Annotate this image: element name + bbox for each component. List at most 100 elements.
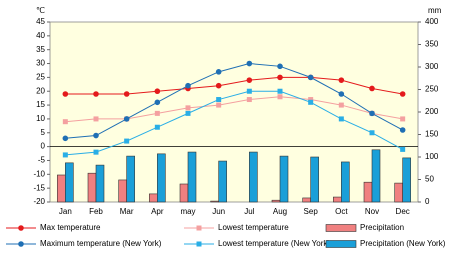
marker: [400, 116, 406, 122]
y2-tick-label: 50: [425, 175, 434, 184]
legend-label: Lowest temperature: [218, 223, 289, 232]
marker: [93, 116, 99, 122]
bar: [310, 156, 319, 203]
legend-swatch: [325, 224, 357, 232]
bar: [302, 197, 311, 203]
marker: [62, 91, 69, 97]
marker: [154, 99, 161, 106]
x-tick-label: Mar: [120, 207, 134, 216]
legend-label: Lowest temperature (New York): [218, 239, 330, 248]
bar: [371, 149, 381, 203]
bar: [249, 151, 258, 203]
y-tick-label: 15: [36, 100, 45, 109]
bar: [210, 200, 219, 203]
marker: [277, 74, 283, 81]
marker: [154, 124, 160, 130]
legend-label: Max temperature: [40, 223, 101, 232]
bar: [394, 182, 403, 203]
marker: [216, 102, 222, 108]
marker: [308, 97, 314, 103]
bar: [271, 199, 281, 203]
y2-tick-label: 300: [425, 62, 439, 71]
y-tick-label: -5: [38, 156, 46, 165]
x-tick-label: Jul: [244, 207, 254, 216]
bar: [157, 153, 166, 203]
legend-marker: [18, 241, 24, 247]
marker: [185, 105, 191, 111]
y-tick-label: 0: [41, 142, 46, 151]
y-tick-label: -15: [33, 183, 45, 192]
marker: [216, 97, 222, 103]
y2-tick-label: 0: [425, 197, 430, 206]
x-tick-label: Apr: [151, 207, 164, 216]
marker: [307, 74, 314, 81]
bar: [279, 155, 289, 203]
marker: [338, 116, 344, 122]
marker: [185, 82, 191, 89]
legend-swatch: [325, 240, 357, 248]
marker: [123, 116, 130, 122]
marker: [338, 77, 345, 83]
y2-tick-label: 350: [425, 40, 439, 49]
marker: [93, 149, 99, 155]
legend-marker: [196, 241, 202, 247]
marker: [246, 77, 253, 83]
marker: [154, 110, 160, 116]
marker: [369, 110, 375, 117]
marker: [62, 119, 68, 125]
marker: [124, 138, 130, 144]
marker: [369, 130, 375, 136]
marker: [399, 127, 406, 133]
marker: [215, 82, 222, 89]
y-axis-label: ℃: [36, 6, 45, 15]
legend-label: Precipitation: [360, 223, 404, 232]
marker: [123, 91, 130, 97]
y2-tick-label: 200: [425, 107, 439, 116]
marker: [277, 88, 283, 94]
marker: [308, 99, 314, 105]
y-tick-label: 10: [36, 114, 45, 123]
bar: [149, 193, 158, 203]
marker: [154, 88, 161, 95]
x-tick-label: Dec: [396, 207, 410, 216]
bar: [333, 196, 342, 203]
y2-tick-label: 100: [425, 152, 439, 161]
bar: [57, 174, 66, 203]
bar: [402, 157, 411, 203]
x-tick-label: may: [180, 207, 195, 216]
marker: [338, 102, 344, 108]
marker: [246, 88, 252, 94]
line: [65, 76, 403, 95]
y-tick-label: 20: [36, 86, 45, 95]
bar: [179, 183, 189, 203]
marker: [93, 91, 99, 97]
bar: [341, 161, 350, 203]
y-tick-label: 30: [36, 59, 45, 68]
legend-label: Maximum temperature (New York): [40, 239, 162, 248]
line: [65, 96, 403, 123]
marker: [185, 110, 191, 116]
bar: [65, 162, 74, 203]
y-tick-label: 5: [41, 128, 46, 137]
bar: [126, 155, 135, 203]
marker: [246, 97, 252, 103]
bar: [95, 164, 105, 203]
x-tick-label: Aug: [273, 207, 287, 216]
marker: [338, 91, 345, 97]
y-tick-label: 35: [36, 45, 45, 54]
y-tick-label: 45: [36, 17, 45, 26]
y2-tick-label: 150: [425, 130, 439, 139]
bar: [118, 179, 127, 203]
x-tick-label: Oct: [335, 207, 348, 216]
x-tick-label: Nov: [365, 207, 379, 216]
x-tick-label: Sep: [304, 207, 319, 216]
marker: [246, 60, 253, 67]
marker: [62, 135, 69, 142]
x-tick-label: Feb: [89, 207, 103, 216]
y2-tick-label: 400: [425, 17, 439, 26]
x-tick-label: Jan: [59, 207, 72, 216]
y2-axis-label: mm: [428, 6, 442, 15]
plot-area: [49, 21, 419, 203]
bar: [363, 181, 373, 203]
